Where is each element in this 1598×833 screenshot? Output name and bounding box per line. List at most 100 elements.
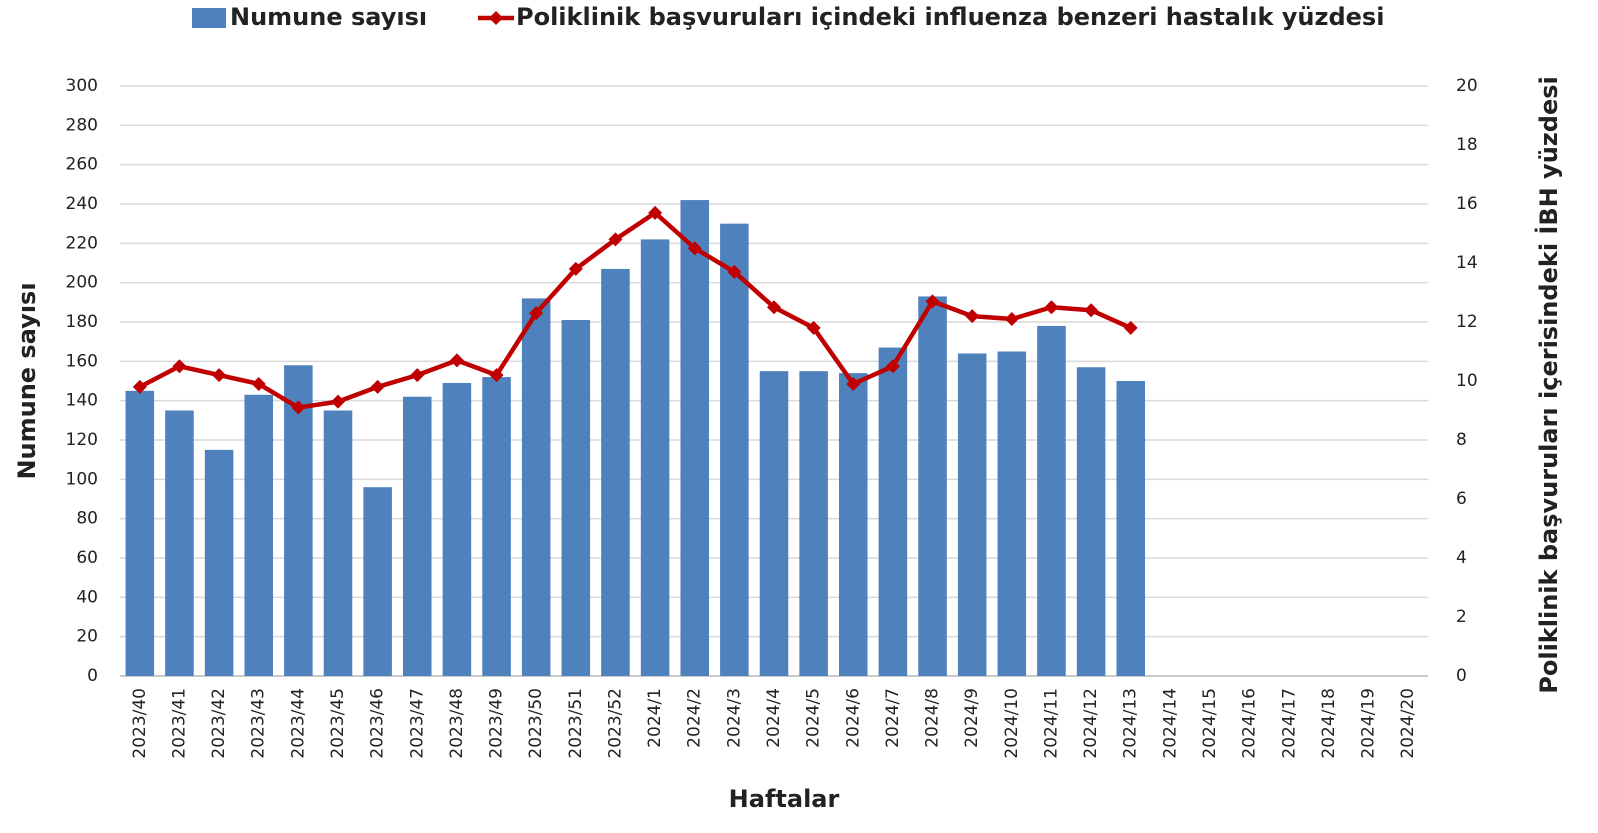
marker [489,368,504,383]
x-tick-label: 2024/1 [645,688,665,748]
x-tick-label: 2023/46 [368,688,388,759]
y2-tick-label: 6 [1456,489,1467,509]
x-tick-label: 2024/5 [804,688,824,748]
marker [1084,303,1099,318]
bar [720,223,749,676]
x-tick-label: 2023/52 [605,688,625,759]
x-tick-label: 2023/47 [407,688,427,759]
x-tick-label: 2024/20 [1398,688,1418,759]
bar [680,200,709,677]
x-tick-label: 2024/9 [962,688,982,748]
legend-swatch [489,11,503,25]
legend-label: Poliklinik başvuruları içindeki influenz… [516,3,1384,31]
x-axis-title: Haftalar [729,785,840,813]
bar [482,377,511,676]
bar [125,390,155,676]
bar [403,396,432,676]
bar [601,268,630,676]
y-tick-label: 120 [66,430,98,450]
bar [244,394,273,676]
bar [323,410,353,676]
x-tick-label: 2024/8 [923,688,943,748]
marker [291,400,306,415]
marker [331,394,345,409]
bar [839,373,868,676]
marker [449,353,464,368]
marker [568,261,583,276]
marker [1004,312,1019,327]
y2-tick-label: 14 [1456,253,1478,273]
bar [204,449,234,676]
bar [561,320,591,676]
y-tick-label: 160 [66,351,98,371]
y2-tick-label: 2 [1456,607,1467,627]
bar [878,347,908,676]
marker [608,232,623,247]
x-tick-label: 2024/15 [1200,688,1220,759]
marker [806,320,821,335]
y-tick-label: 0 [87,666,98,686]
bar [759,371,789,676]
x-tick-label: 2023/42 [209,688,229,759]
x-tick-label: 2024/13 [1121,688,1141,759]
marker [251,376,266,391]
bar [918,296,947,676]
marker [965,309,980,324]
y2-tick-label: 18 [1456,135,1478,155]
y2-tick-label: 10 [1456,371,1478,391]
bar [165,410,194,676]
y-tick-label: 240 [66,194,98,214]
y2-tick-label: 12 [1456,312,1478,332]
x-tick-label: 2023/49 [487,688,507,759]
x-tick-label: 2023/44 [288,688,308,759]
x-tick-label: 2024/2 [685,688,705,748]
x-tick-label: 2024/12 [1081,688,1101,759]
legend-label: Numune sayısı [230,3,427,31]
marker [410,368,425,383]
y2-tick-label: 20 [1456,76,1478,96]
y-tick-label: 80 [76,509,98,529]
y-tick-label: 40 [76,587,98,607]
line [138,210,1132,410]
x-tick-label: 2023/43 [249,688,269,759]
marker [925,294,940,309]
bar [640,239,670,676]
bar [442,382,472,676]
x-tick-label: 2023/45 [328,688,348,759]
marker [1044,300,1059,315]
bar [363,487,392,676]
bar [521,298,551,676]
x-tick-label: 2024/18 [1319,688,1339,759]
x-tick-label: 2023/50 [526,688,546,759]
bar [1076,367,1106,676]
bar [284,365,313,676]
legend-swatch [192,8,226,28]
y2-tick-label: 8 [1456,430,1467,450]
y2-axis-title: Poliklinik başvuruları içerisindeki İBH … [1534,76,1563,693]
y-tick-label: 300 [66,76,98,96]
marker [212,368,227,383]
y-tick-label: 100 [66,469,98,489]
x-tick-label: 2023/48 [447,688,467,759]
x-tick-label: 2024/7 [883,688,903,748]
marker [370,379,385,394]
x-tick-label: 2024/6 [843,688,863,748]
x-tick-label: 2024/11 [1041,688,1061,759]
bar [1037,325,1066,676]
y-tick-label: 20 [76,627,98,647]
y-axis-title: Numune sayısı [13,282,41,479]
marker [687,241,702,256]
y2-tick-label: 0 [1456,666,1467,686]
x-tick-label: 2024/10 [1002,688,1022,759]
x-tick-label: 2024/17 [1279,688,1299,759]
bar [1116,381,1145,676]
x-tick-label: 2024/19 [1359,688,1379,759]
x-tick-label: 2023/51 [566,688,586,759]
y-tick-label: 140 [66,391,98,411]
marker [648,205,663,220]
x-tick-label: 2024/3 [724,688,744,748]
x-tick-label: 2023/41 [169,688,189,759]
marker [132,379,147,394]
y-tick-label: 180 [66,312,98,332]
